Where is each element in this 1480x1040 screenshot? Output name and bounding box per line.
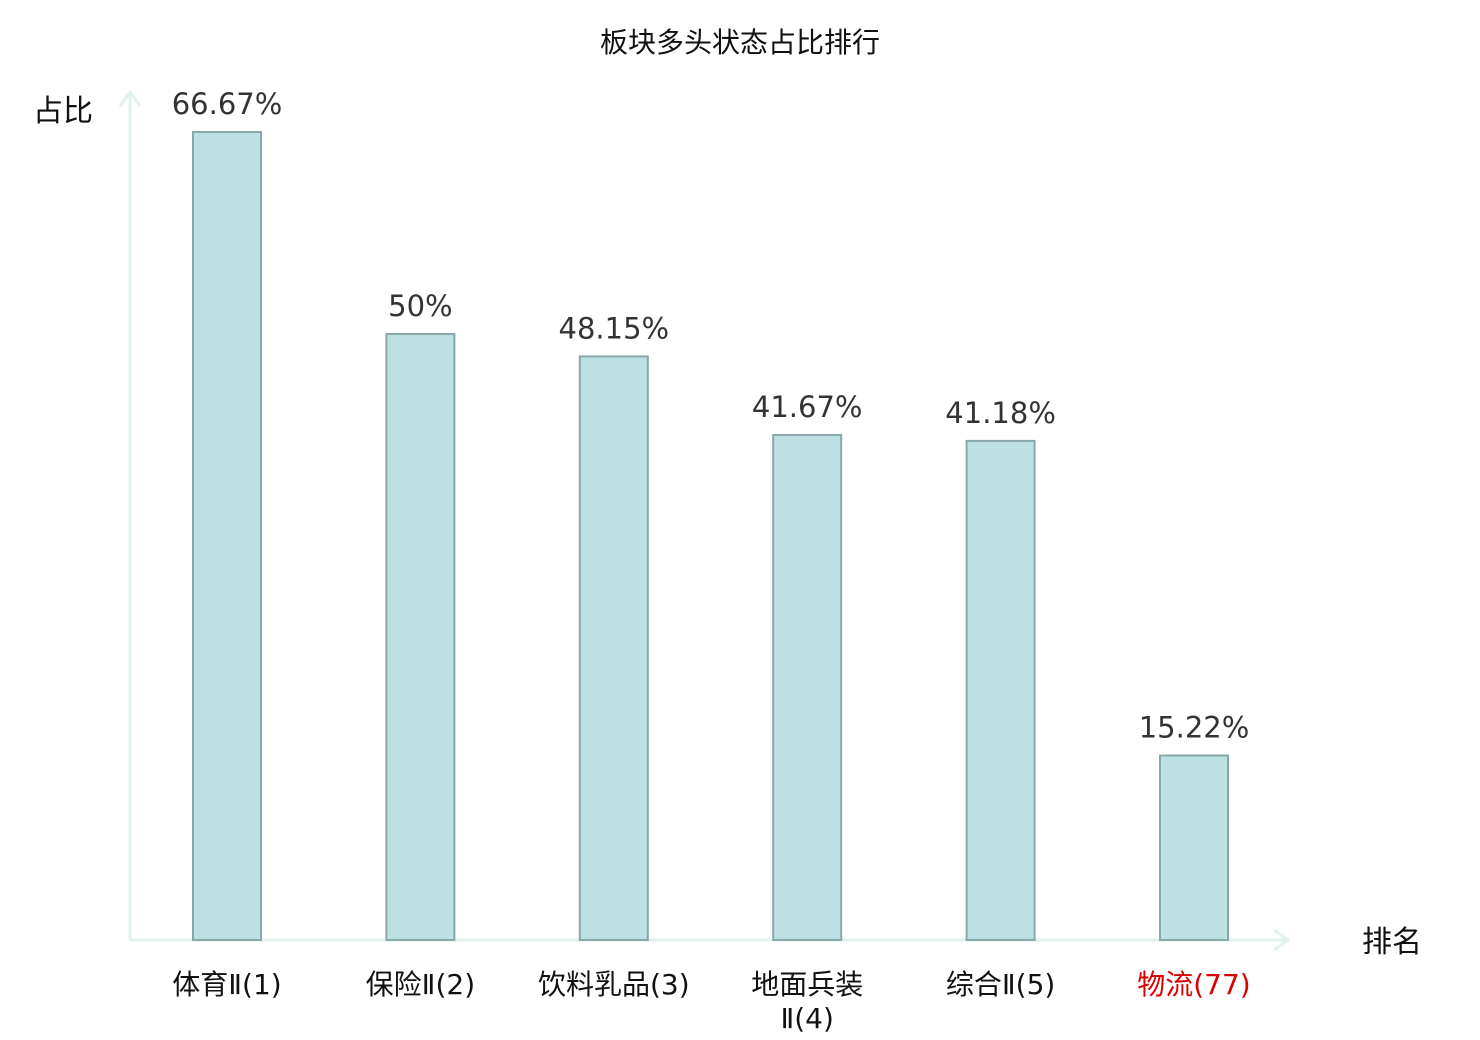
bar-4 <box>772 434 843 941</box>
x-axis-label: 排名 <box>1362 925 1422 960</box>
value-label-2: 50% <box>388 289 452 323</box>
chart-axes <box>118 89 1291 952</box>
bar-2 <box>385 333 456 941</box>
category-label-5: 综合Ⅱ(5) <box>946 968 1055 1001</box>
category-label-6: 物流(77) <box>1137 968 1250 1001</box>
category-label-4-line-2: Ⅱ(4) <box>780 1002 833 1035</box>
y-axis-label: 占比 <box>33 94 93 129</box>
y-axis-arrow <box>118 89 142 107</box>
category-label-1: 体育Ⅱ(1) <box>172 968 281 1001</box>
bar-1 <box>192 131 262 941</box>
value-label-6: 15.22% <box>1139 711 1250 745</box>
value-label-1: 66.67% <box>172 87 283 121</box>
bar-5 <box>965 439 1036 941</box>
value-label-5: 41.18% <box>945 396 1056 430</box>
category-label-3: 饮料乳品(3) <box>538 968 690 1001</box>
bar-3 <box>578 355 649 941</box>
bars-group <box>192 131 1229 941</box>
category-label-2: 保险Ⅱ(2) <box>366 968 475 1001</box>
x-axis-arrow <box>1273 928 1291 952</box>
bar-6 <box>1159 754 1229 941</box>
chart-title: 板块多头状态占比排行 <box>600 26 880 59</box>
value-label-4: 41.67% <box>752 390 863 424</box>
category-label-4-line-1: 地面兵装 <box>751 968 863 1001</box>
value-label-3: 48.15% <box>559 311 670 345</box>
value-labels-group: 66.67% 50% 48.15% 41.67% 41.18% 15.22% <box>172 87 1250 745</box>
